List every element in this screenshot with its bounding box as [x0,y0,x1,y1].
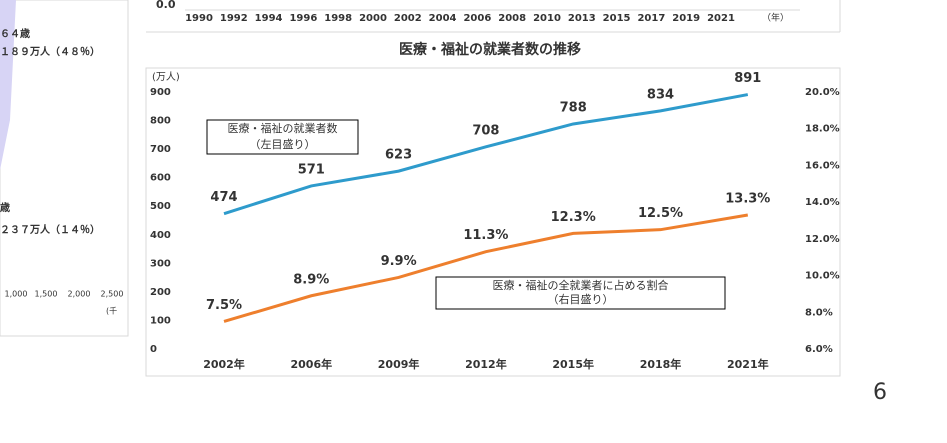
left-text: ６４歳 [0,27,30,40]
y-tick-label: 500 [150,201,171,212]
series-line [223,93,749,216]
y-tick-label: 100 [150,315,171,326]
x-tick-label: 2015年 [552,357,594,371]
page-number: 6 [873,380,887,405]
data-label: 12.5% [638,206,683,221]
data-label: 891 [734,71,761,86]
top-zero: 0.0 [156,0,176,11]
y-tick-label: 700 [150,144,171,155]
data-label: 571 [298,162,325,177]
left-text: １８９万人（４８％） [0,45,100,58]
top-year: 2000 [359,13,387,24]
y-tick-label: 900 [150,87,171,98]
chart-title: 医療・福祉の就業者数の推移 [399,41,581,58]
data-label: 623 [385,148,412,163]
top-year: 1990 [185,13,213,24]
left-tick: 1,500 [35,290,58,299]
top-year: 2019 [672,13,700,24]
annotation-name: 医療・福祉の全就業者に占める割合 [493,278,669,292]
top-year: 2002 [394,13,422,24]
y-tick-label: 600 [150,173,171,184]
x-tick-label: 2009年 [378,357,420,371]
top-year: 2006 [463,13,491,24]
annotation-box [206,119,359,155]
top-year: 2013 [568,13,596,24]
y2-tick-label: 14.0% [805,197,840,208]
data-label: 8.9% [293,272,329,287]
y-tick-label: 200 [150,287,171,298]
y2-tick-label: 6.0% [805,344,833,355]
data-label: 474 [210,190,237,205]
y2-tick-label: 10.0% [805,271,840,282]
top-year: 1996 [289,13,317,24]
y-tick-label: 400 [150,230,171,241]
x-tick-label: 2002年 [203,357,245,371]
left-area [0,0,16,170]
annotation-note: （左目盛り） [250,137,316,151]
x-tick-label: 2021年 [727,357,769,371]
left-text: 歳 [0,201,10,214]
y2-tick-label: 18.0% [805,124,840,135]
data-label: 834 [647,87,674,102]
x-tick-label: 2012年 [465,357,507,371]
top-year: 2015 [603,13,631,24]
top-year: 2017 [637,13,665,24]
data-label: 9.9% [381,254,417,269]
left-tick: 2,500 [101,290,124,299]
top-year: 1992 [220,13,248,24]
left-tick: 1,000 [5,290,28,299]
data-label: 12.3% [551,210,596,225]
top-year: 2021 [707,13,735,24]
data-label: 7.5% [206,298,242,313]
chart-frame [145,67,841,377]
y2-tick-label: 20.0% [805,87,840,98]
left-frame [0,0,129,337]
data-label: 11.3% [463,228,508,243]
data-label: 788 [560,100,587,115]
top-unit: （年） [762,12,789,24]
top-year: 1998 [324,13,352,24]
x-tick-label: 2018年 [640,357,682,371]
annotation-note: （右目盛り） [548,292,614,306]
y-axis-label: (万人) [152,71,180,83]
top-year: 2008 [498,13,526,24]
series-line [223,213,749,323]
left-tick: 2,000 [68,290,91,299]
top-year: 2010 [533,13,561,24]
y-tick-label: 800 [150,116,171,127]
annotation-name: 医療・福祉の就業者数 [228,121,338,135]
y-tick-label: 0 [150,344,157,355]
y2-tick-label: 16.0% [805,160,840,171]
y-tick-label: 300 [150,258,171,269]
data-label: 708 [472,123,499,138]
top-year: 1994 [255,13,283,24]
annotation-box [435,276,726,310]
y2-tick-label: 12.0% [805,234,840,245]
x-tick-label: 2006年 [290,357,332,371]
y2-tick-label: 8.0% [805,307,833,318]
data-label: 13.3% [725,191,770,206]
top-year: 2004 [429,13,457,24]
left-unit: (千 [106,306,117,316]
left-text: ２３７万人（１４％） [0,223,100,236]
